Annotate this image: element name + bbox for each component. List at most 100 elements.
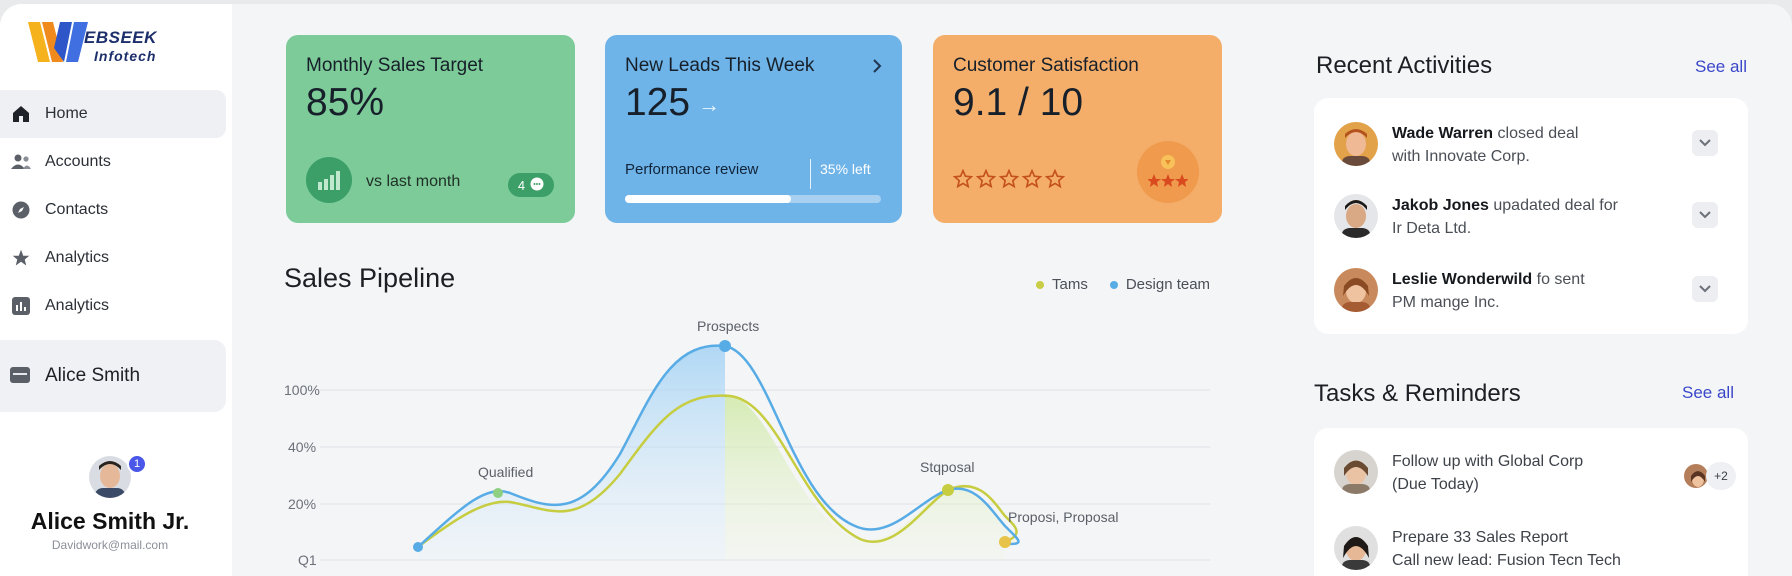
profile-email: Davidwork@mail.com [51, 538, 169, 552]
list-item[interactable]: Wade Warren closed deal with Innovate Co… [1314, 112, 1748, 174]
star-outline-icon[interactable] [1045, 169, 1065, 189]
more-assignees-count: +2 [1706, 462, 1736, 490]
sidebar-item-label: Analytics [45, 297, 110, 314]
sidebar: EBSEEK Infotech Home Accounts Contact [0, 4, 232, 576]
task-title: Prepare 33 Sales Report [1392, 529, 1569, 546]
avatar [1334, 268, 1378, 312]
avatar [1334, 194, 1378, 238]
sidebar-item-accounts[interactable]: Accounts [0, 138, 226, 186]
activity-text: Wade Warren closed deal with Innovate Co… [1392, 122, 1692, 168]
legend-dot [1109, 280, 1118, 289]
rating-stars[interactable] [953, 169, 1065, 189]
activity-text: Jakob Jones upadated deal for Ir Deta Lt… [1392, 194, 1692, 240]
y-tick-label: 40% [288, 439, 316, 455]
legend-item-design-team[interactable]: Design team [1109, 276, 1210, 293]
star-icon [10, 247, 32, 269]
activity-detail: with Innovate Corp. [1392, 148, 1530, 165]
annotation-proposal: Stqposal [920, 459, 974, 475]
activity-action: closed deal [1493, 125, 1579, 142]
comparison-label: vs last month [366, 173, 461, 190]
arrow-right-icon: → [698, 91, 721, 117]
task-assignees[interactable]: +2 [1682, 462, 1736, 490]
logo-text-primary: EBSEEK [84, 28, 157, 47]
legend-dot [1036, 280, 1044, 289]
star-outline-icon[interactable] [953, 169, 973, 189]
legend-item-tams[interactable]: Tams [1036, 276, 1088, 293]
data-point-prospects[interactable] [719, 340, 731, 352]
task-text: Follow up with Global Corp (Due Today) [1392, 450, 1692, 496]
y-tick-label: 100% [284, 382, 320, 398]
progress-remaining: 35% left [820, 161, 871, 177]
recent-activities-see-all-link[interactable]: See all [1695, 57, 1747, 76]
sidebar-item-home[interactable]: Home [0, 90, 226, 138]
comment-count-badge[interactable]: 4 [508, 173, 554, 197]
task-title: Follow up with Global Corp [1392, 453, 1584, 470]
data-point-final[interactable] [999, 536, 1011, 548]
avatar [1682, 462, 1710, 490]
annotation-qualified: Qualified [478, 464, 533, 480]
pipeline-title: Sales Pipeline [284, 263, 456, 293]
activity-person: Jakob Jones [1392, 197, 1489, 214]
tasks-title: Tasks & Reminders [1314, 380, 1521, 407]
star-outline-icon[interactable] [1022, 169, 1042, 189]
sidebar-item-label: Analytics [45, 249, 110, 266]
chevron-down-icon[interactable] [1692, 202, 1718, 228]
data-point-proposal[interactable] [942, 484, 954, 496]
activity-action: upadated deal for [1488, 197, 1618, 214]
annotation-final: Proposi, Proposal [1008, 509, 1119, 525]
trophy-badge-icon [1137, 141, 1199, 203]
comment-count: 4 [517, 177, 526, 193]
data-point[interactable] [413, 542, 423, 552]
progress-label: Performance review [625, 161, 759, 178]
list-item[interactable]: Jakob Jones upadated deal for Ir Deta Lt… [1314, 184, 1748, 246]
progress-bar [625, 195, 881, 203]
chevron-right-icon[interactable] [872, 57, 882, 78]
y-tick-label: Q1 [298, 552, 317, 568]
tams-series-line [417, 394, 1018, 548]
list-item[interactable]: Prepare 33 Sales Report Call new lead: F… [1314, 516, 1748, 576]
sidebar-item-contacts[interactable]: Contacts [0, 186, 226, 234]
logo-w-mark [28, 22, 88, 62]
sidebar-item-analytics-reports[interactable]: Analytics [0, 282, 226, 330]
star-outline-icon[interactable] [976, 169, 996, 189]
user-profile: 1 Alice Smith Jr. Davidwork@mail.com [0, 454, 220, 552]
trend-chart-icon [306, 157, 352, 203]
y-tick-label: 20% [288, 496, 316, 512]
card-value: 9.1 / 10 [953, 81, 1084, 124]
card-value: 125 [625, 81, 691, 124]
data-point-qualified[interactable] [493, 488, 503, 498]
annotation-prospects: Prospects [697, 318, 759, 334]
chat-bubble-icon [530, 177, 544, 194]
new-leads-card[interactable]: New Leads This Week 125 → Performance rev… [605, 35, 902, 223]
sidebar-item-analytics[interactable]: Analytics [0, 234, 226, 282]
folder-icon [10, 365, 32, 387]
sidebar-item-current-user[interactable]: Alice Smith [0, 340, 226, 412]
recent-activities-list: Wade Warren closed deal with Innovate Co… [1314, 98, 1748, 334]
chevron-down-icon[interactable] [1692, 130, 1718, 156]
customer-satisfaction-card[interactable]: Customer Satisfaction 9.1 / 10 [933, 35, 1222, 223]
task-detail: Call new lead: Fusion Tecn Tech [1392, 552, 1621, 569]
sidebar-item-label: Contacts [45, 201, 109, 218]
activity-detail: Ir Deta Ltd. [1392, 220, 1472, 237]
activity-text: Leslie Wonderwild fo sent PM mange Inc. [1392, 268, 1692, 314]
notification-badge[interactable]: 1 [127, 454, 147, 474]
legend-label: Tams [1052, 276, 1088, 293]
progress-bar-fill [625, 195, 792, 203]
recent-activities-title: Recent Activities [1316, 52, 1493, 79]
star-outline-icon[interactable] [999, 169, 1019, 189]
brand-logo[interactable]: EBSEEK Infotech [26, 18, 196, 72]
chevron-down-icon[interactable] [1692, 276, 1718, 302]
sales-target-card[interactable]: Monthly Sales Target 85% vs last month 4 [286, 35, 575, 223]
card-title: Customer Satisfaction [953, 55, 1139, 76]
avatar[interactable]: 1 [89, 454, 147, 498]
current-user-label: Alice Smith [45, 365, 141, 386]
card-value: 85% [306, 81, 385, 124]
list-item[interactable]: Follow up with Global Corp (Due Today) +… [1314, 440, 1748, 508]
sidebar-item-label: Accounts [45, 153, 111, 170]
tasks-see-all-link[interactable]: See all [1682, 383, 1734, 402]
pipeline-chart: 100% 40% 20% Q1 Qualified Prospects Stqp… [284, 318, 1210, 568]
card-title: Monthly Sales Target [306, 55, 484, 76]
sidebar-item-label: Home [45, 105, 88, 122]
list-item[interactable]: Leslie Wonderwild fo sent PM mange Inc. [1314, 258, 1748, 320]
avatar [1334, 122, 1378, 166]
